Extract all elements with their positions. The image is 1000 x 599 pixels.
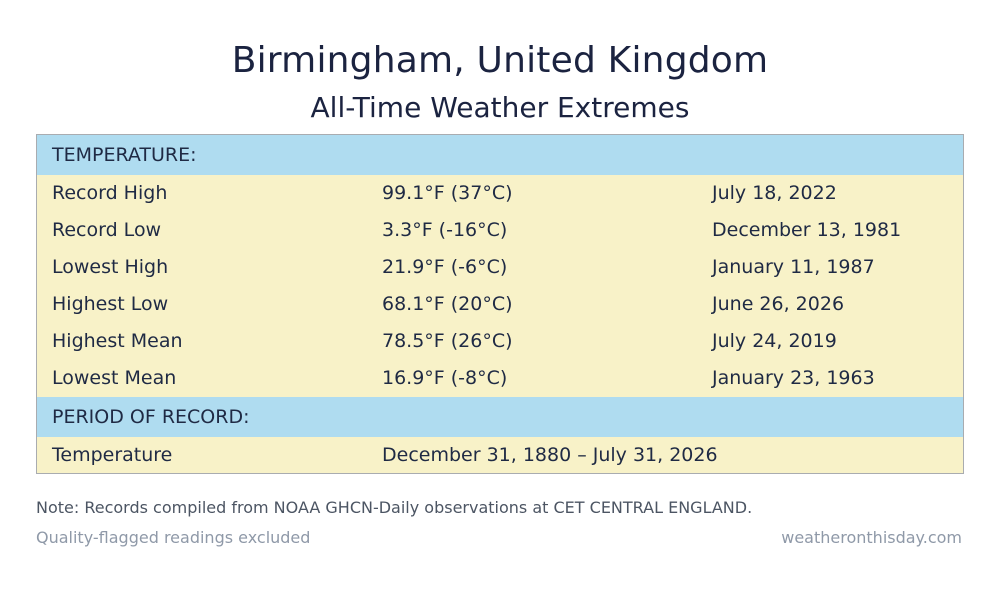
- page-title: Birmingham, United Kingdom: [231, 40, 769, 81]
- row-label: Highest Low: [52, 293, 169, 315]
- page-subtitle: All-Time Weather Extremes: [310, 91, 690, 124]
- row-date: June 26, 2026: [712, 293, 845, 315]
- site-credit: weatheronthisday.com: [781, 528, 962, 547]
- period-section-header: PERIOD OF RECORD:: [37, 397, 963, 437]
- extremes-table: TEMPERATURE: Record High 99.1°F (37°C) J…: [36, 134, 964, 474]
- row-label: Lowest High: [52, 256, 169, 278]
- table-row: Lowest Mean 16.9°F (-8°C) January 23, 19…: [37, 360, 963, 397]
- row-value: 68.1°F (20°C): [382, 293, 513, 315]
- row-date: July 24, 2019: [712, 330, 837, 352]
- table-row: Record High 99.1°F (37°C) July 18, 2022: [37, 175, 963, 212]
- temperature-section-header: TEMPERATURE:: [37, 135, 963, 175]
- source-note: Note: Records compiled from NOAA GHCN-Da…: [36, 498, 753, 517]
- table-row: Highest Low 68.1°F (20°C) June 26, 2026: [37, 286, 963, 323]
- row-value: 3.3°F (-16°C): [382, 219, 508, 241]
- quality-note: Quality-flagged readings excluded: [36, 528, 311, 547]
- row-value: 21.9°F (-6°C): [382, 256, 508, 278]
- row-label: Lowest Mean: [52, 367, 177, 389]
- row-value: 16.9°F (-8°C): [382, 367, 508, 389]
- table-row: Lowest High 21.9°F (-6°C) January 11, 19…: [37, 249, 963, 286]
- table-row: Record Low 3.3°F (-16°C) December 13, 19…: [37, 212, 963, 249]
- row-label: Record High: [52, 182, 168, 204]
- row-value: 78.5°F (26°C): [382, 330, 513, 352]
- row-date: July 18, 2022: [712, 182, 837, 204]
- row-label: Record Low: [52, 219, 162, 241]
- table-row: Highest Mean 78.5°F (26°C) July 24, 2019: [37, 323, 963, 360]
- row-date: December 13, 1981: [712, 219, 902, 241]
- table-row: Temperature December 31, 1880 – July 31,…: [37, 437, 963, 473]
- row-value: 99.1°F (37°C): [382, 182, 513, 204]
- row-label: Highest Mean: [52, 330, 183, 352]
- row-label: Temperature: [52, 444, 173, 466]
- row-date: January 23, 1963: [712, 367, 875, 389]
- temperature-section-label: TEMPERATURE:: [52, 144, 197, 166]
- row-date: January 11, 1987: [712, 256, 875, 278]
- period-section-label: PERIOD OF RECORD:: [52, 406, 250, 428]
- period-range: December 31, 1880 – July 31, 2026: [382, 444, 718, 466]
